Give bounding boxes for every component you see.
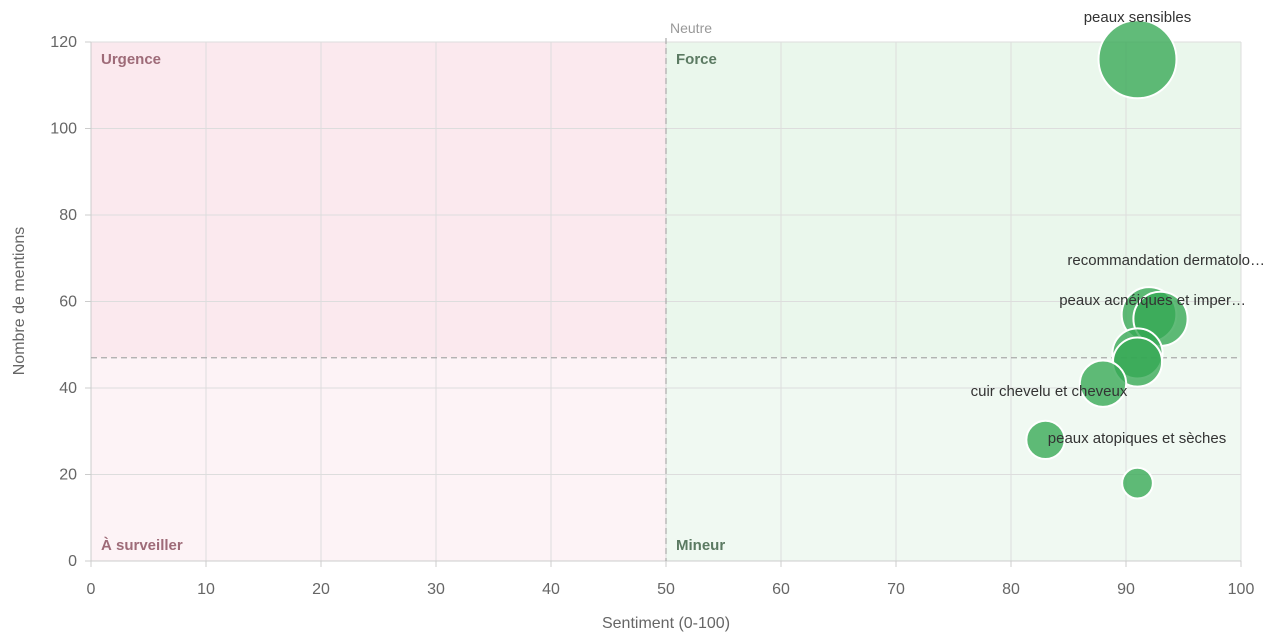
zone-top-left [91,42,666,358]
x-tick-label: 10 [197,581,215,598]
bubble-label: peaux sensibles [1084,9,1192,26]
zone-bottom-right [666,357,1241,561]
x-tick-label: 100 [1228,581,1255,598]
y-tick-label: 20 [59,467,77,484]
x-tick-label: 50 [657,581,675,598]
axis-ticks: 0 10 20 30 40 50 60 70 80 90 100 0 20 40 60 80 100 120 [50,34,1254,598]
y-tick-label: 100 [50,121,77,138]
x-tick-label: 20 [312,581,330,598]
bubble-labels: peaux sensibles peaux acnéiques et imper…… [971,9,1265,447]
bubble [1097,19,1178,100]
y-tick-label: 40 [59,380,77,397]
quadrant-zones [91,42,1241,561]
x-tick-label: 90 [1117,581,1135,598]
bubble-label: peaux acnéiques et imper… [1059,292,1246,309]
threshold-lines: Neutre [91,20,1241,561]
x-tick-label: 40 [542,581,560,598]
bubble-label: cuir chevelu et cheveux [971,383,1128,400]
bubbles [1025,19,1189,500]
x-tick-label: 30 [427,581,445,598]
bubble [1025,419,1066,461]
x-tick-label: 0 [87,581,96,598]
x-tick-label: 60 [772,581,790,598]
y-tick-label: 120 [50,34,77,51]
quadrant-labels: Urgence Force À surveiller Mineur [101,51,725,554]
x-tick-label: 80 [1002,581,1020,598]
y-tick-label: 0 [68,553,77,570]
y-tick-label: 80 [59,207,77,224]
bubble-label: recommandation dermatolo… [1067,252,1265,269]
x-tick-label: 70 [887,581,905,598]
y-tick-label: 60 [59,294,77,311]
bubble [1078,359,1128,408]
x-axis-title: Sentiment (0-100) [602,615,730,632]
neutral-label: Neutre [670,20,712,36]
bubble [1121,466,1154,500]
y-axis-title: Nombre de mentions [11,227,28,376]
bubble-label: peaux atopiques et sèches [1048,430,1226,447]
quadrant-label-bottom-right: Mineur [676,537,725,554]
quadrant-label-top-left: Urgence [101,51,161,68]
zone-bottom-left [91,357,666,561]
quadrant-label-top-right: Force [676,51,717,68]
quadrant-label-bottom-left: À surveiller [101,537,183,554]
